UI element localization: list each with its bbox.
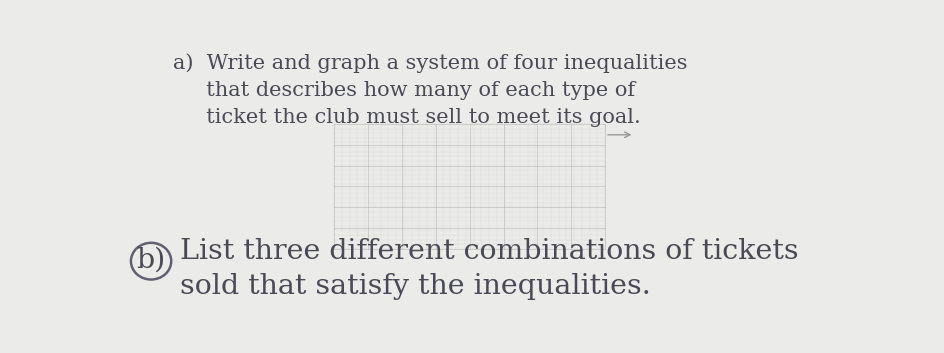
Text: b): b) — [136, 246, 165, 273]
Text: List three different combinations of tickets
sold that satisfy the inequalities.: List three different combinations of tic… — [180, 238, 799, 300]
Text: a)  Write and graph a system of four inequalities
     that describes how many o: a) Write and graph a system of four ineq… — [173, 53, 687, 127]
